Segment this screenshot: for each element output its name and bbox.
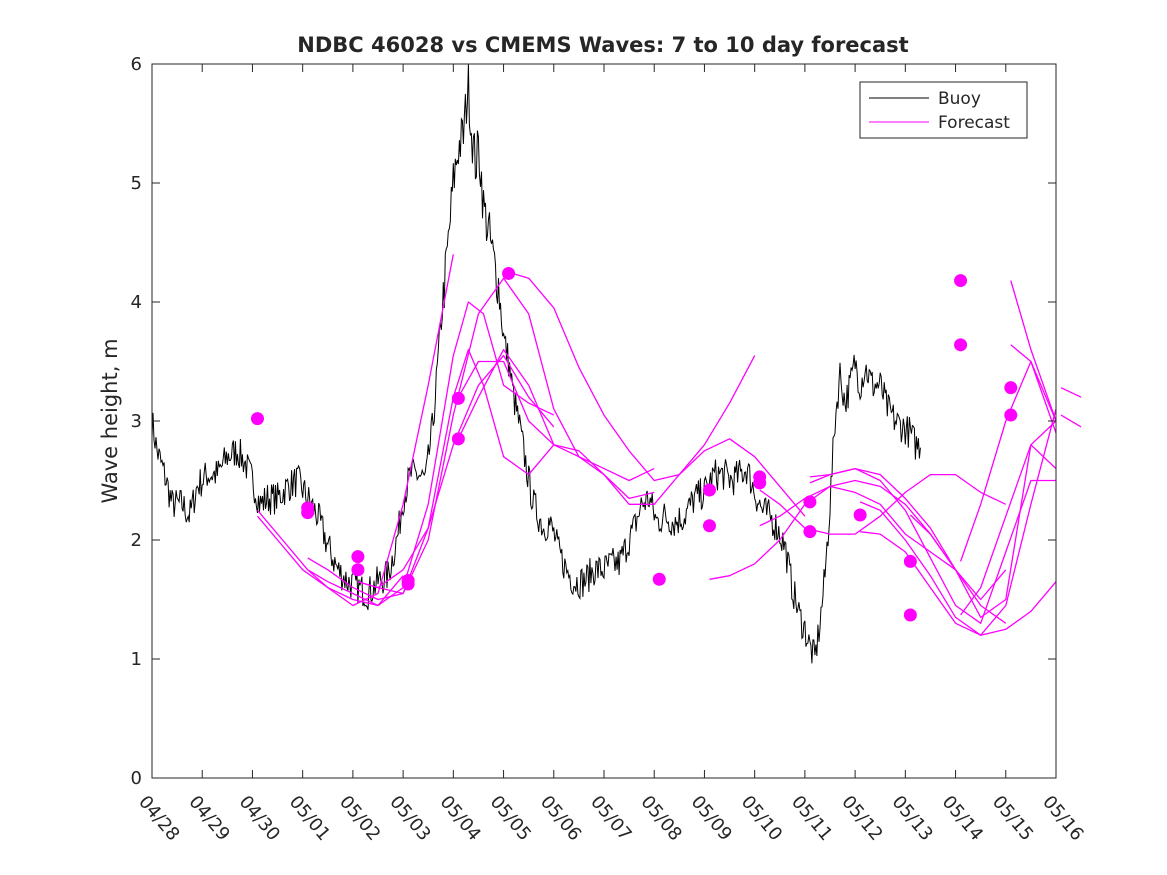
legend-label-forecast: Forecast — [938, 113, 1010, 133]
forecast-run-21 — [1010, 344, 1057, 434]
y-tick-label: 6 — [131, 54, 142, 75]
forecast-marker-1 — [250, 412, 264, 426]
legend-label-buoy: Buoy — [938, 89, 981, 109]
forecast-marker-10 — [502, 266, 516, 280]
plot-area — [151, 63, 1082, 664]
forecast-marker-23 — [1004, 381, 1018, 395]
y-tick-label: 2 — [131, 530, 142, 551]
forecast-run-15 — [859, 501, 1057, 636]
y-tick-label: 1 — [131, 649, 142, 670]
forecast-marker-21 — [954, 274, 968, 288]
forecast-marker-22 — [954, 338, 968, 352]
forecast-marker-9 — [451, 432, 465, 446]
forecast-marker-5 — [351, 563, 365, 577]
forecast-marker-3 — [301, 506, 315, 520]
y-tick-label: 0 — [131, 768, 142, 789]
forecast-run-20 — [1010, 280, 1057, 422]
forecast-marker-16 — [803, 495, 817, 509]
y-tick-label: 4 — [131, 292, 142, 313]
forecast-run-9 — [508, 271, 806, 517]
forecast-marker-17 — [803, 525, 817, 539]
forecast-marker-15 — [753, 476, 767, 490]
legend: Buoy Forecast — [859, 81, 1028, 139]
forecast-run-6 — [357, 354, 555, 589]
forecast-marker-12 — [702, 483, 716, 497]
forecast-run-2 — [257, 254, 454, 607]
forecast-run-4 — [307, 301, 555, 607]
forecast-marker-13 — [702, 519, 716, 533]
forecast-run-22 — [1060, 387, 1082, 398]
y-tick-label: 3 — [131, 411, 142, 432]
forecast-marker-4 — [351, 550, 365, 564]
forecast-marker-24 — [1004, 408, 1018, 422]
y-tick-label: 5 — [131, 173, 142, 194]
forecast-marker-11 — [652, 572, 666, 586]
forecast-run-5 — [357, 277, 655, 595]
forecast-run-16 — [860, 408, 1057, 636]
forecast-run-12 — [759, 479, 1007, 624]
y-axis-label: Wave height, m — [98, 338, 122, 503]
forecast-run-18 — [959, 360, 1057, 562]
forecast-marker-18 — [853, 508, 867, 522]
forecast-run-11 — [759, 473, 1007, 535]
forecast-marker-20 — [903, 608, 917, 622]
buoy-line — [151, 63, 921, 664]
forecast-run-3 — [307, 348, 555, 601]
chart-title: NDBC 46028 vs CMEMS Waves: 7 to 10 day f… — [297, 33, 908, 57]
y-axis: 0 1 2 3 4 5 6 — [131, 54, 1056, 789]
forecast-marker-8 — [451, 391, 465, 405]
legend-box — [859, 81, 1028, 139]
forecast-run-8 — [457, 348, 756, 505]
forecast-marker-7 — [401, 577, 415, 591]
forecast-run-23 — [1060, 414, 1082, 428]
forecast-run-19 — [960, 444, 1057, 616]
forecast-run-14 — [809, 467, 1056, 624]
forecast-marker-19 — [903, 554, 917, 568]
